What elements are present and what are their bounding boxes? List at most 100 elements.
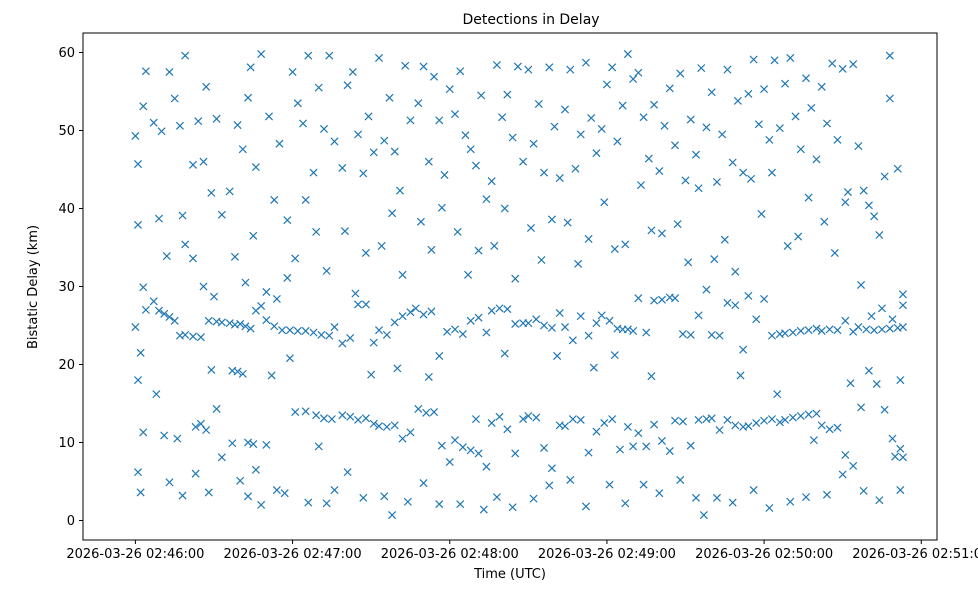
data-point-marker: [702, 285, 711, 294]
data-point-marker: [225, 187, 234, 196]
data-point-marker: [728, 498, 737, 507]
data-point-marker: [686, 115, 695, 124]
data-point-marker: [673, 220, 682, 229]
data-point-marker: [209, 292, 219, 301]
data-point-marker: [770, 56, 779, 65]
data-point-marker: [746, 174, 756, 183]
data-point-marker: [671, 294, 680, 303]
data-point-marker: [801, 493, 811, 502]
data-point-marker: [877, 304, 887, 313]
data-point-marker: [634, 429, 643, 438]
data-point-marker: [422, 408, 431, 417]
data-point-marker: [629, 326, 638, 335]
data-point-marker: [581, 58, 590, 67]
data-point-marker: [642, 442, 651, 451]
data-point-marker: [369, 148, 378, 157]
data-point-marker: [361, 414, 370, 423]
data-point-marker: [623, 50, 632, 59]
data-point-marker: [560, 323, 570, 332]
data-point-marker: [427, 245, 436, 254]
data-point-marker: [508, 133, 517, 142]
data-point-marker: [712, 177, 721, 187]
data-point-marker: [388, 511, 397, 520]
data-point-marker: [131, 323, 140, 332]
data-point-marker: [608, 415, 617, 424]
data-point-marker: [319, 414, 329, 423]
data-point-marker: [340, 227, 349, 236]
data-point-marker: [225, 319, 234, 328]
data-point-marker: [414, 404, 423, 413]
data-point-marker: [707, 330, 716, 339]
data-point-marker: [312, 411, 321, 420]
data-point-marker: [568, 415, 577, 424]
data-point-marker: [849, 60, 858, 69]
data-point-marker: [244, 438, 253, 447]
data-point-marker: [560, 105, 570, 114]
data-point-marker: [576, 312, 585, 321]
data-point-marker: [301, 195, 310, 204]
data-point-marker: [524, 319, 533, 328]
data-point-marker: [479, 505, 488, 514]
data-point-marker: [437, 203, 446, 212]
data-point-marker: [584, 448, 593, 457]
data-point-marker: [825, 325, 834, 334]
data-point-marker: [809, 436, 818, 445]
data-point-marker: [896, 376, 905, 385]
data-point-marker: [526, 223, 535, 233]
data-point-marker: [597, 124, 606, 133]
data-point-marker: [178, 211, 187, 220]
data-point-marker: [820, 217, 829, 226]
data-point-marker: [691, 150, 701, 159]
data-point-marker: [786, 497, 795, 506]
data-point-marker: [361, 248, 370, 257]
data-point-marker: [781, 79, 790, 88]
data-point-marker: [712, 493, 721, 502]
x-tick-label: 2026-03-26 02:46:00: [66, 547, 204, 562]
data-point-marker: [322, 266, 331, 275]
data-point-marker: [592, 427, 601, 436]
data-point-marker: [437, 441, 446, 450]
data-point-marker: [136, 488, 145, 497]
data-point-marker: [236, 319, 245, 328]
data-point-marker: [710, 255, 719, 264]
data-point-marker: [888, 434, 897, 443]
data-point-marker: [330, 137, 339, 146]
data-point-marker: [767, 415, 776, 424]
data-point-marker: [859, 486, 868, 495]
data-point-marker: [875, 496, 884, 505]
data-point-marker: [471, 161, 480, 170]
data-point-marker: [529, 139, 538, 148]
data-point-marker: [149, 297, 158, 306]
data-point-marker: [133, 376, 143, 385]
data-point-marker: [841, 450, 850, 460]
data-point-marker: [781, 415, 790, 424]
data-point-marker: [367, 370, 376, 379]
data-point-marker: [822, 490, 831, 499]
data-point-marker: [867, 312, 876, 321]
x-tick-label: 2026-03-26 02:47:00: [224, 547, 362, 562]
y-tick-label: 40: [58, 202, 75, 217]
data-point-marker: [327, 415, 336, 424]
data-point-marker: [736, 371, 745, 380]
data-point-marker: [435, 500, 444, 509]
data-point-marker: [338, 411, 347, 420]
data-point-marker: [650, 100, 659, 109]
data-point-marker: [498, 113, 507, 122]
data-point-marker: [767, 331, 776, 340]
data-point-marker: [154, 214, 163, 223]
data-point-marker: [678, 417, 687, 426]
data-point-marker: [492, 493, 501, 502]
data-point-marker: [482, 462, 491, 471]
data-point-marker: [757, 209, 766, 218]
data-point-marker: [361, 300, 370, 309]
data-point-marker: [875, 230, 884, 240]
data-point-marker: [843, 188, 852, 197]
data-point-marker: [545, 481, 554, 490]
data-point-marker: [804, 410, 813, 419]
data-point-marker: [605, 480, 614, 489]
data-point-marker: [466, 446, 475, 455]
data-point-marker: [715, 331, 724, 340]
data-point-marker: [608, 63, 617, 72]
data-point-marker: [885, 51, 894, 60]
data-point-marker: [775, 124, 784, 133]
